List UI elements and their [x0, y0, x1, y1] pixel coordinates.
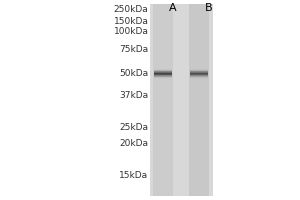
Text: 15kDa: 15kDa — [119, 171, 148, 180]
Text: 150kDa: 150kDa — [114, 17, 148, 25]
Bar — [190, 75, 208, 76]
Text: A: A — [169, 3, 176, 13]
Bar — [154, 73, 172, 74]
Bar — [154, 71, 172, 72]
Bar — [154, 72, 172, 73]
Bar — [154, 75, 172, 76]
Text: 25kDa: 25kDa — [119, 123, 148, 132]
Bar — [150, 4, 213, 196]
Bar — [190, 74, 208, 75]
Bar — [154, 78, 172, 79]
Bar — [190, 70, 208, 71]
Bar — [189, 4, 208, 196]
Bar — [154, 77, 172, 78]
Text: 20kDa: 20kDa — [119, 138, 148, 148]
Bar — [154, 76, 172, 77]
Bar — [190, 78, 208, 79]
Bar — [190, 77, 208, 78]
Bar — [154, 70, 172, 71]
Bar — [190, 69, 208, 70]
Text: 37kDa: 37kDa — [119, 92, 148, 100]
Bar — [190, 76, 208, 77]
Bar — [190, 71, 208, 72]
Text: 75kDa: 75kDa — [119, 45, 148, 53]
Bar — [190, 73, 208, 74]
Text: 100kDa: 100kDa — [114, 27, 148, 36]
Bar — [154, 74, 172, 75]
Bar — [154, 69, 172, 70]
Text: 250kDa: 250kDa — [114, 4, 148, 14]
Text: 50kDa: 50kDa — [119, 70, 148, 78]
Bar — [153, 4, 172, 196]
Text: B: B — [205, 3, 212, 13]
Bar — [190, 72, 208, 73]
